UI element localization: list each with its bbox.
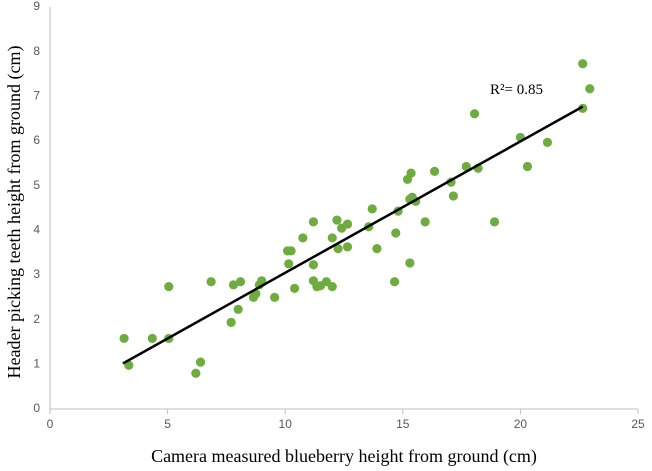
- point: [327, 282, 337, 292]
- point: [164, 282, 174, 292]
- point: [405, 258, 415, 268]
- point: [327, 233, 337, 243]
- y-tick-label: 7: [33, 89, 40, 103]
- x-tick-label: 15: [396, 417, 410, 431]
- point: [308, 217, 319, 227]
- point: [342, 242, 353, 252]
- point: [429, 166, 440, 176]
- point: [342, 219, 353, 229]
- point: [124, 360, 134, 370]
- point: [469, 109, 480, 119]
- point: [233, 304, 243, 314]
- point: [461, 161, 471, 172]
- y-tick-label: 9: [33, 0, 40, 13]
- trendline: [122, 105, 584, 365]
- y-tick-label: 4: [33, 223, 40, 237]
- point: [420, 217, 430, 227]
- point: [147, 333, 157, 344]
- point: [391, 228, 401, 238]
- point: [367, 204, 377, 214]
- annotation: R²= 0.85: [490, 82, 543, 98]
- point: [406, 168, 416, 178]
- y-axis-label: Header picking teeth height from ground …: [4, 46, 25, 379]
- y-tick-label: 5: [33, 178, 40, 192]
- y-tick-label: 0: [33, 401, 40, 415]
- point: [489, 217, 500, 227]
- point: [290, 283, 300, 293]
- y-tick-label: 3: [33, 267, 40, 281]
- x-tick-label: 0: [47, 417, 54, 431]
- point: [542, 137, 553, 147]
- point: [235, 277, 246, 287]
- point: [228, 280, 239, 290]
- point: [226, 317, 236, 327]
- point: [578, 59, 588, 69]
- point: [270, 292, 280, 302]
- x-tick-label: 10: [279, 417, 293, 431]
- x-tick-label: 25: [631, 417, 645, 431]
- point: [333, 244, 343, 254]
- point: [372, 244, 382, 254]
- point: [195, 357, 206, 367]
- point: [119, 333, 129, 344]
- y-tick-label: 2: [33, 312, 40, 326]
- y-tick-label: 8: [33, 44, 40, 58]
- point: [257, 276, 267, 286]
- x-tick-label: 5: [164, 417, 171, 431]
- y-tick-label: 1: [33, 357, 40, 371]
- y-tick-label: 6: [33, 133, 40, 147]
- point: [578, 103, 588, 113]
- point: [308, 260, 319, 270]
- point: [332, 215, 342, 225]
- point: [284, 259, 294, 269]
- point: [206, 277, 216, 287]
- x-tick-label: 20: [514, 417, 528, 431]
- point: [286, 246, 296, 256]
- point: [191, 368, 201, 378]
- point: [298, 233, 308, 243]
- x-axis-label: Camera measured blueberry height from gr…: [151, 446, 537, 467]
- point: [522, 161, 533, 172]
- point: [585, 84, 595, 94]
- point: [448, 191, 458, 201]
- point: [389, 277, 400, 287]
